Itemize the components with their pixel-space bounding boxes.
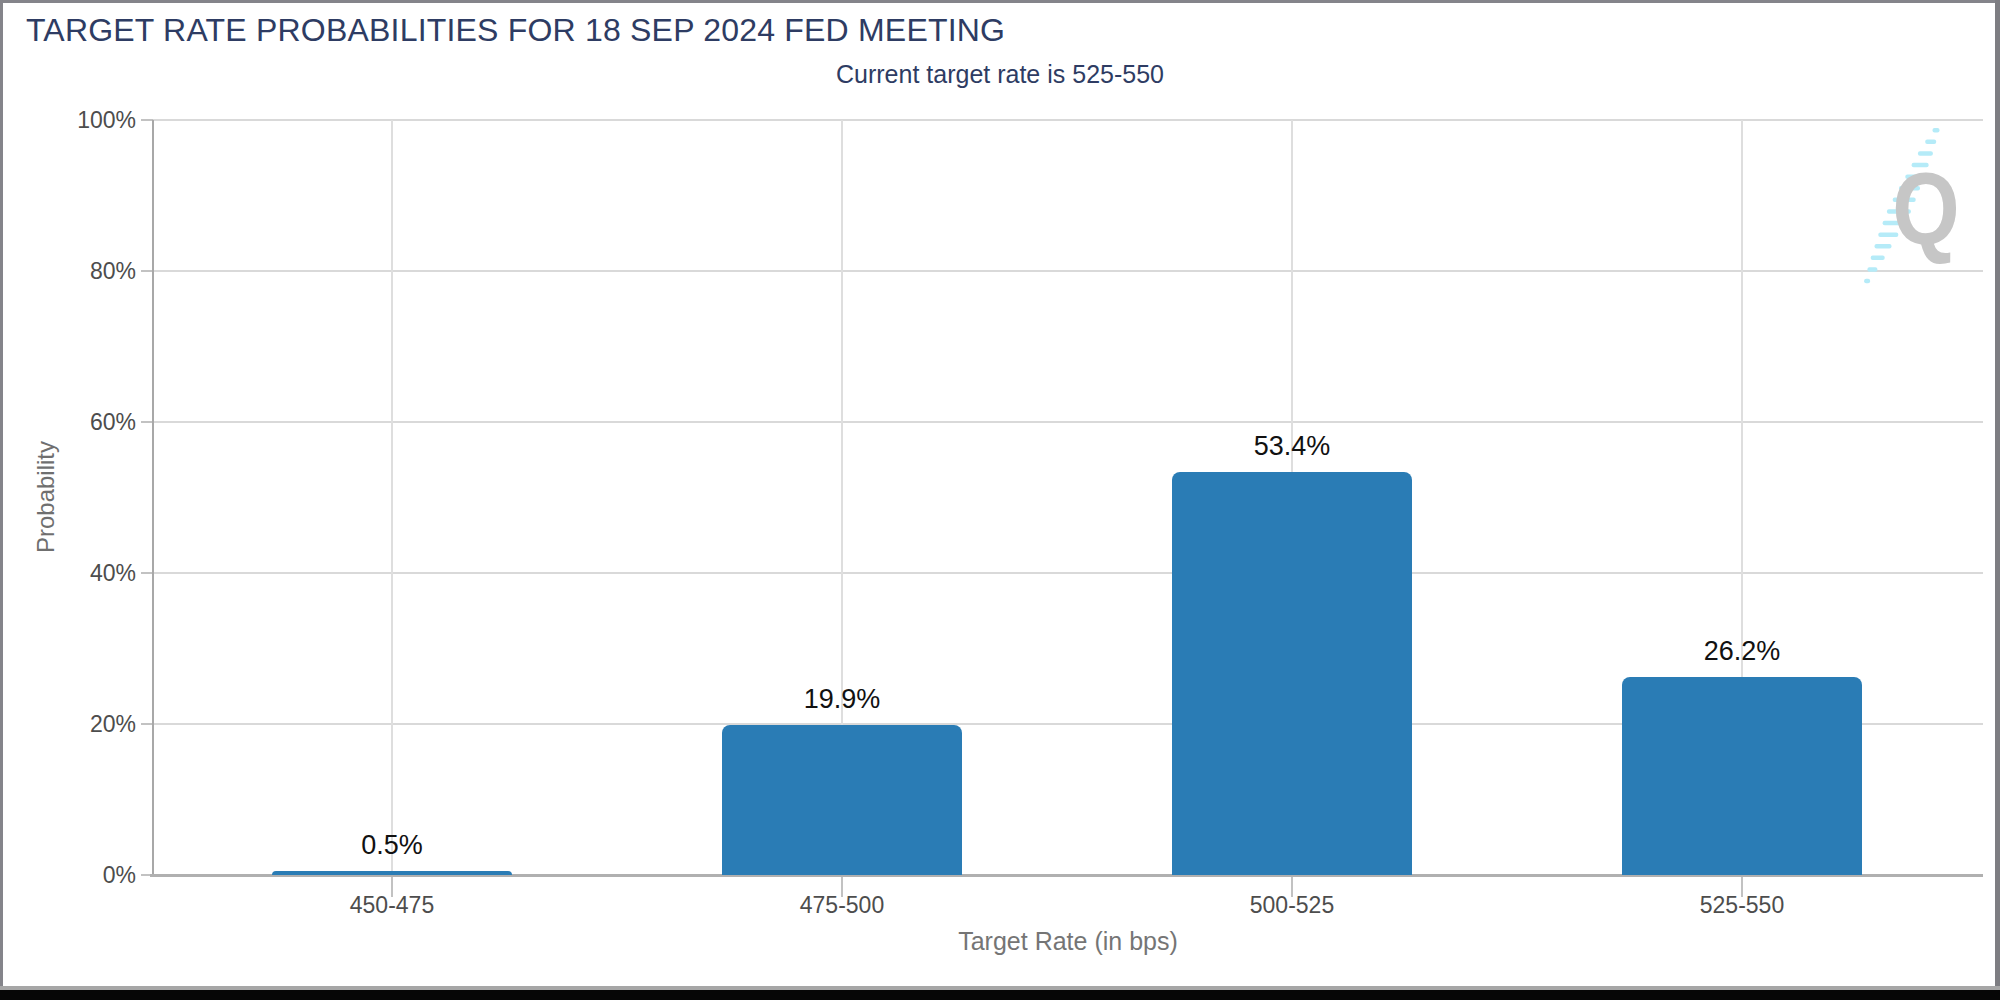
bar-475-500[interactable] (722, 725, 962, 875)
q-logo-watermark: Q (1838, 116, 1974, 306)
x-axis-title: Target Rate (in bps) (153, 927, 1983, 956)
y-tick-label: 40% (41, 560, 136, 586)
bar-value-label: 0.5% (272, 829, 512, 861)
y-tick-label: 20% (41, 711, 136, 737)
x-tick-label: 475-500 (732, 892, 952, 918)
x-tick-label: 500-525 (1182, 892, 1402, 918)
window-border-left (0, 0, 3, 1000)
bar-value-label: 19.9% (722, 683, 962, 715)
h-gridline (153, 270, 1983, 272)
plot-area: 0% 20% 40% 60% 80% 100% 450-475 475-500 500-525 5… (0, 0, 2000, 1000)
v-gridline (391, 120, 393, 875)
h-gridline (153, 119, 1983, 121)
y-tick-label: 100% (41, 107, 136, 133)
bar-500-525[interactable] (1172, 472, 1412, 875)
y-axis-line (152, 120, 154, 875)
bar-value-label: 53.4% (1172, 430, 1412, 462)
bar-450-475[interactable] (272, 871, 512, 875)
window-border-right (1995, 0, 2000, 1000)
bar-value-label: 26.2% (1622, 635, 1862, 667)
x-tick-label: 525-550 (1632, 892, 1852, 918)
h-gridline (153, 421, 1983, 423)
h-gridline (153, 572, 1983, 574)
app-window: TARGET RATE PROBABILITIES FOR 18 SEP 202… (0, 0, 2000, 1000)
y-tick-label: 0% (41, 862, 136, 888)
y-tick-label: 60% (41, 409, 136, 435)
x-tick-label: 450-475 (282, 892, 502, 918)
y-tick-label: 80% (41, 258, 136, 284)
window-border-top (0, 0, 2000, 3)
q-logo-letter: Q (1892, 151, 1959, 265)
bar-525-550[interactable] (1622, 677, 1862, 875)
bottom-bar (0, 990, 2000, 1000)
